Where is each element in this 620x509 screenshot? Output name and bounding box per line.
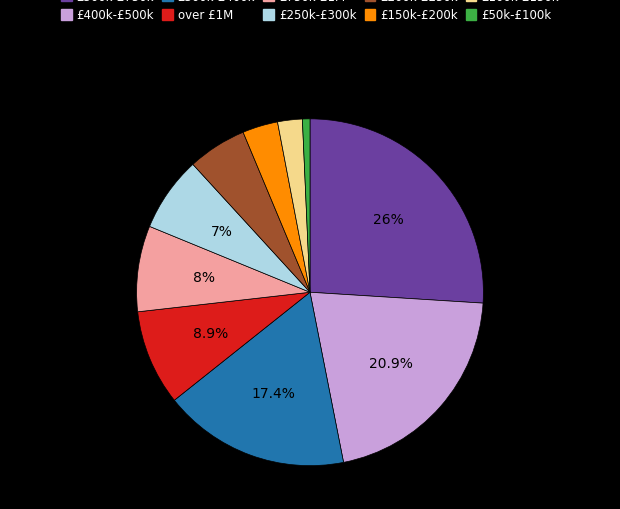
- Wedge shape: [303, 120, 310, 293]
- Text: 20.9%: 20.9%: [369, 356, 413, 371]
- Wedge shape: [149, 165, 310, 293]
- Wedge shape: [136, 227, 310, 312]
- Wedge shape: [174, 293, 343, 466]
- Wedge shape: [310, 120, 484, 303]
- Wedge shape: [310, 293, 483, 463]
- Wedge shape: [243, 123, 310, 293]
- Text: 17.4%: 17.4%: [251, 386, 295, 401]
- Text: 8%: 8%: [193, 271, 215, 285]
- Wedge shape: [278, 120, 310, 293]
- Wedge shape: [193, 133, 310, 293]
- Text: 7%: 7%: [211, 224, 232, 238]
- Wedge shape: [138, 293, 310, 401]
- Legend: £500k-£750k, £400k-£500k, £300k-£400k, over £1M, £750k-£1M, £250k-£300k, £200k-£: £500k-£750k, £400k-£500k, £300k-£400k, o…: [58, 0, 562, 26]
- Text: 26%: 26%: [373, 212, 404, 226]
- Text: 8.9%: 8.9%: [193, 327, 228, 341]
